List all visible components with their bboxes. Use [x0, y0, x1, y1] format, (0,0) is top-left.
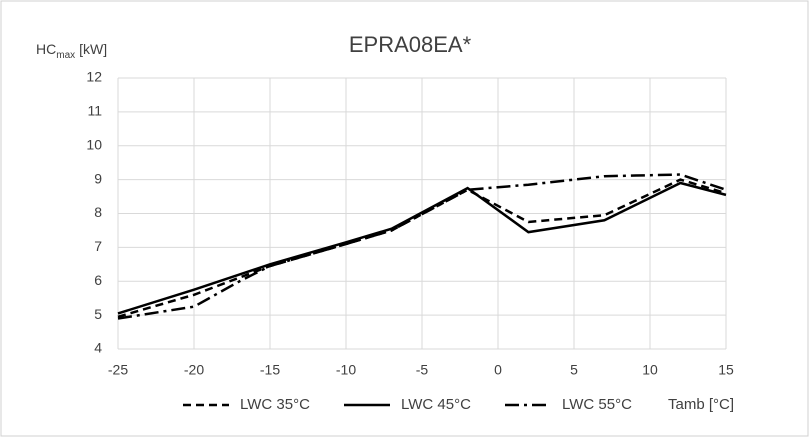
- x-axis-label: Tamb [°C]: [668, 396, 734, 413]
- x-tick-label: 10: [642, 362, 658, 378]
- y-label-unit: [kW]: [79, 41, 107, 57]
- legend-label: LWC 35°C: [240, 396, 310, 413]
- x-tick-label: -10: [336, 362, 356, 378]
- y-tick-label: 9: [94, 170, 102, 186]
- x-tick-label: 15: [718, 362, 734, 378]
- y-label-main: HC: [36, 41, 56, 57]
- series-line: [117, 181, 727, 315]
- x-tick-label: -5: [416, 362, 429, 378]
- x-tick-label: -25: [108, 362, 128, 378]
- legend-label: LWC 55°C: [562, 396, 632, 413]
- y-tick-label: 10: [86, 136, 102, 152]
- y-tick-label: 5: [94, 306, 102, 322]
- chart-title: EPRA08EA*: [349, 32, 472, 57]
- y-axis-label: HCmax [kW]: [36, 41, 107, 61]
- series-line: [117, 173, 727, 320]
- x-tick-label: 5: [570, 362, 578, 378]
- legend-label: LWC 45°C: [401, 396, 471, 413]
- y-tick-label: 11: [87, 103, 102, 119]
- y-tick-label: 4: [94, 340, 102, 356]
- y-label-sub: max: [56, 50, 75, 61]
- x-tick-label: -20: [184, 362, 204, 378]
- x-tick-label: -15: [260, 362, 280, 378]
- y-tick-label: 6: [94, 272, 102, 288]
- x-tick-label: 0: [494, 362, 502, 378]
- y-tick-label: 12: [86, 69, 102, 85]
- y-tick-label: 8: [94, 204, 102, 220]
- y-tick-label: 7: [94, 238, 102, 254]
